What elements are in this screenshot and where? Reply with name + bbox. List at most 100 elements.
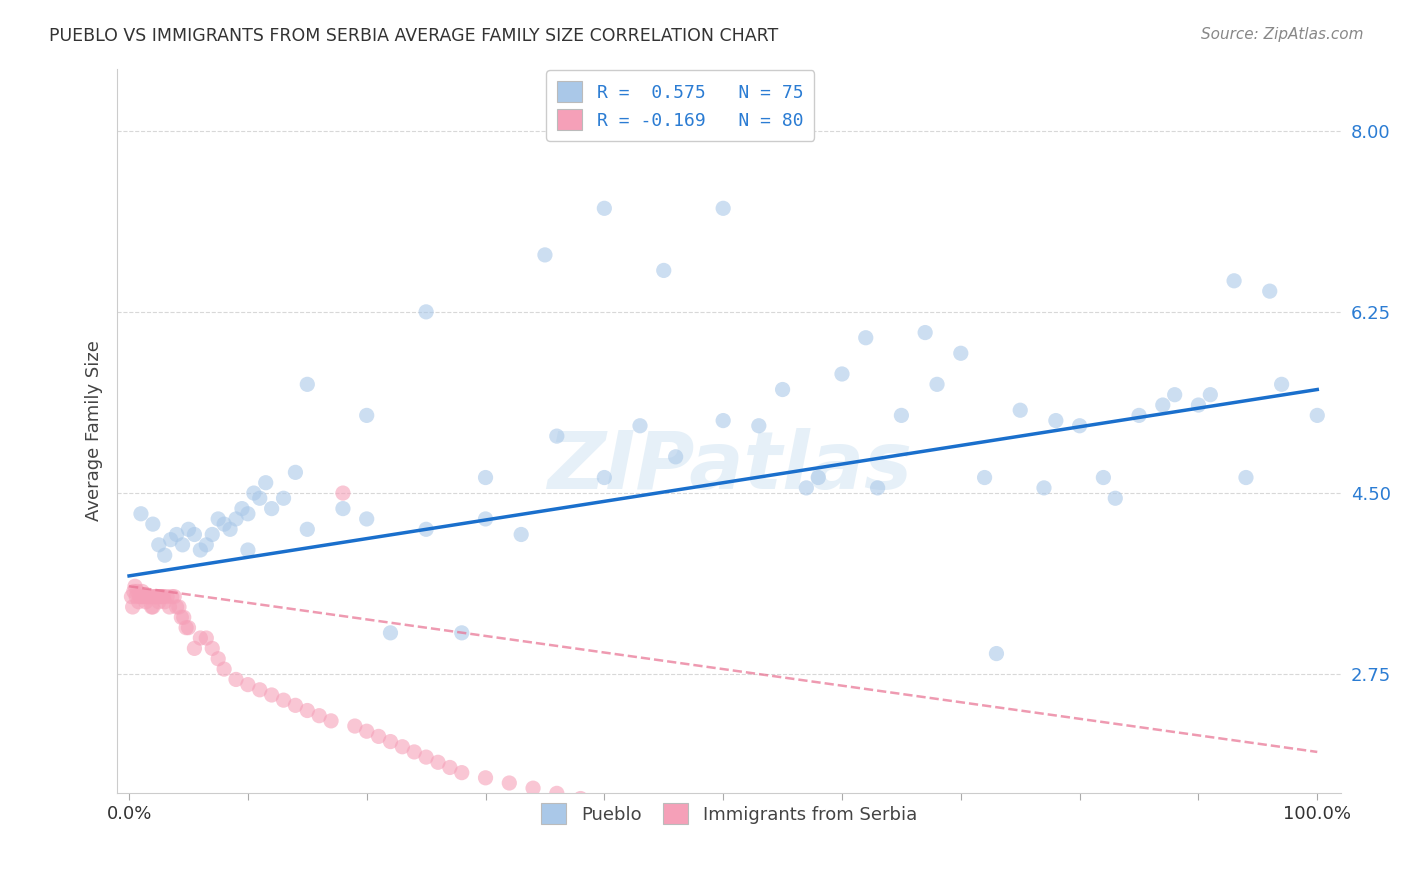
Point: [236, 543, 259, 558]
Point: [319, 714, 342, 728]
Point: [254, 475, 277, 490]
Point: [225, 673, 247, 687]
Point: [498, 776, 520, 790]
Legend: Pueblo, Immigrants from Serbia: Pueblo, Immigrants from Serbia: [530, 792, 928, 835]
Point: [711, 822, 734, 837]
Point: [219, 522, 242, 536]
Point: [273, 693, 295, 707]
Point: [141, 599, 163, 614]
Point: [172, 538, 194, 552]
Point: [143, 590, 166, 604]
Point: [135, 590, 157, 604]
Point: [665, 812, 688, 826]
Point: [427, 756, 450, 770]
Point: [136, 590, 159, 604]
Point: [284, 698, 307, 713]
Point: [249, 491, 271, 506]
Point: [124, 579, 146, 593]
Point: [652, 263, 675, 277]
Point: [688, 817, 710, 831]
Point: [949, 346, 972, 360]
Point: [1306, 409, 1329, 423]
Point: [297, 704, 319, 718]
Point: [260, 501, 283, 516]
Point: [125, 590, 148, 604]
Point: [190, 631, 212, 645]
Point: [142, 599, 165, 614]
Point: [794, 481, 817, 495]
Point: [190, 543, 212, 558]
Point: [1152, 398, 1174, 412]
Point: [973, 470, 995, 484]
Point: [1271, 377, 1294, 392]
Point: [207, 651, 229, 665]
Point: [159, 533, 181, 547]
Point: [748, 418, 770, 433]
Point: [177, 522, 200, 536]
Point: [243, 486, 266, 500]
Point: [132, 590, 155, 604]
Point: [914, 326, 936, 340]
Point: [149, 590, 172, 604]
Point: [1033, 481, 1056, 495]
Point: [735, 828, 758, 842]
Point: [1258, 284, 1281, 298]
Point: [142, 517, 165, 532]
Point: [225, 512, 247, 526]
Point: [297, 377, 319, 392]
Point: [134, 590, 156, 604]
Point: [783, 838, 806, 852]
Point: [510, 527, 533, 541]
Point: [617, 802, 640, 816]
Point: [236, 678, 259, 692]
Point: [925, 377, 948, 392]
Point: [711, 414, 734, 428]
Point: [260, 688, 283, 702]
Point: [128, 590, 150, 604]
Point: [201, 641, 224, 656]
Point: [195, 538, 218, 552]
Point: [759, 833, 782, 847]
Point: [380, 734, 402, 748]
Point: [170, 610, 193, 624]
Point: [1223, 274, 1246, 288]
Point: [404, 745, 426, 759]
Point: [131, 584, 153, 599]
Point: [146, 590, 169, 604]
Point: [183, 527, 205, 541]
Point: [332, 501, 354, 516]
Point: [308, 708, 330, 723]
Point: [474, 470, 496, 484]
Point: [522, 781, 544, 796]
Point: [163, 590, 186, 604]
Point: [356, 409, 378, 423]
Point: [474, 512, 496, 526]
Point: [1104, 491, 1126, 506]
Point: [343, 719, 366, 733]
Point: [1069, 418, 1091, 433]
Point: [593, 470, 616, 484]
Point: [866, 481, 889, 495]
Point: [1045, 414, 1067, 428]
Point: [212, 662, 235, 676]
Point: [450, 765, 472, 780]
Point: [120, 590, 142, 604]
Point: [711, 202, 734, 216]
Point: [641, 807, 664, 822]
Point: [183, 641, 205, 656]
Text: Source: ZipAtlas.com: Source: ZipAtlas.com: [1201, 27, 1364, 42]
Point: [121, 599, 143, 614]
Point: [129, 590, 152, 604]
Point: [890, 409, 912, 423]
Point: [628, 418, 651, 433]
Point: [380, 625, 402, 640]
Point: [593, 797, 616, 811]
Point: [129, 507, 152, 521]
Point: [284, 466, 307, 480]
Point: [356, 512, 378, 526]
Point: [986, 647, 1008, 661]
Point: [415, 750, 437, 764]
Point: [474, 771, 496, 785]
Point: [332, 486, 354, 500]
Point: [159, 599, 181, 614]
